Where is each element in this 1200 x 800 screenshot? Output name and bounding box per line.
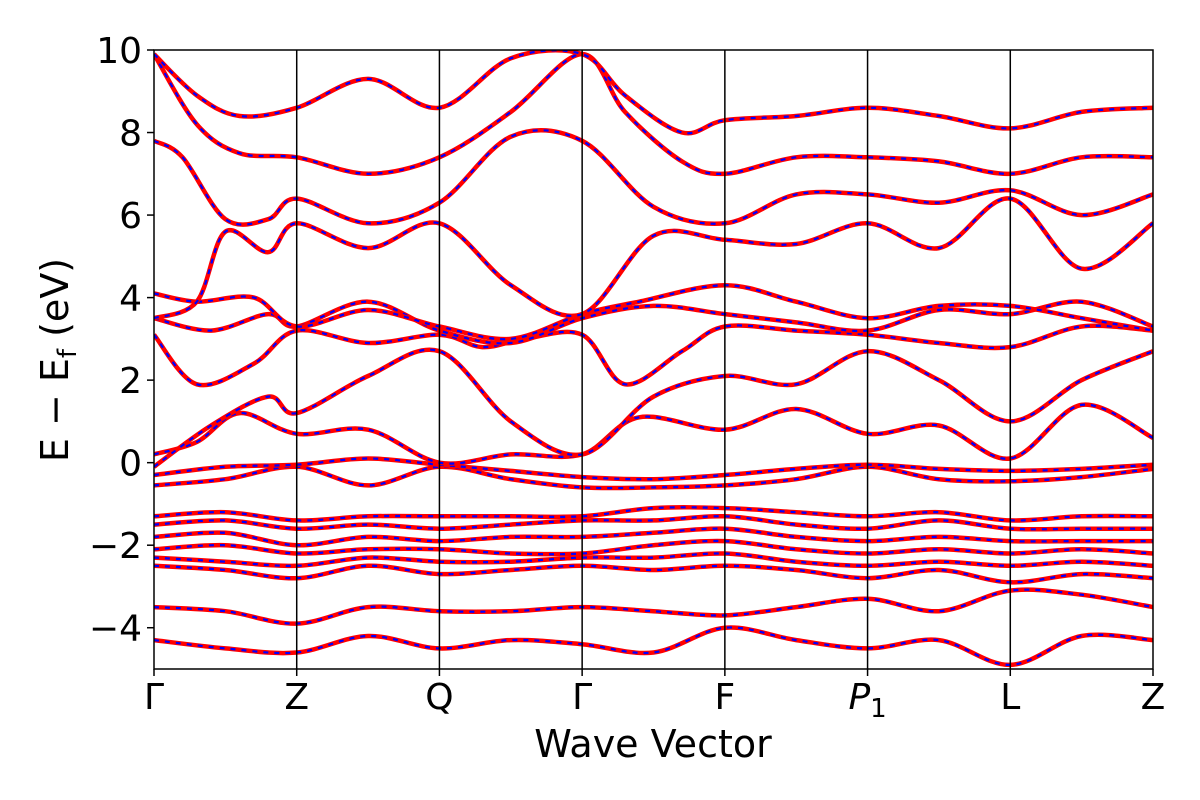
x-tick-label-1: Γ (144, 677, 164, 718)
y-axis: −4 −2 0 2 4 6 8 10 (89, 31, 154, 650)
x-tick-label-6-sub: 1 (870, 694, 887, 724)
kpoint-lines (295, 50, 1012, 669)
x-tick-label-3-main: Q (425, 677, 453, 718)
x-tick-label-2: Z (284, 677, 309, 718)
x-tick-label-7-main: L (1000, 677, 1020, 718)
y-axis-title-unit: (eV) (33, 258, 77, 349)
x-tick-label-5: F (714, 677, 735, 718)
band-9-comparison-line (154, 129, 1153, 226)
x-tick-label-4: Γ (572, 677, 592, 718)
band-12-comparison-line (154, 506, 1153, 522)
band-18-comparison-line (154, 588, 1153, 625)
x-tick-label-1-main: Γ (144, 677, 164, 718)
band-16-comparison-line (154, 552, 1153, 567)
y-tick-label-2: −2 (89, 526, 142, 567)
band-15-comparison-line (154, 539, 1153, 556)
band-19-comparison-line (154, 626, 1153, 667)
y-tick-label-6: 6 (119, 196, 142, 237)
x-tick-label-6-main: P (848, 677, 870, 718)
x-tick-label-5-main: F (714, 677, 735, 718)
x-tick-label-2-main: Z (284, 677, 309, 718)
y-tick-label-7: 8 (119, 114, 142, 155)
bands-layer (154, 50, 1153, 668)
x-tick-label-8-main: Z (1141, 677, 1166, 718)
band-10-comparison-line (154, 52, 1153, 175)
band-2-comparison-line (154, 457, 1153, 481)
y-tick-label-3: 0 (119, 444, 142, 485)
band-14-comparison-line (154, 527, 1153, 547)
x-tick-label-3: Q (425, 677, 453, 718)
x-axis: Γ Z Q Γ F P1 L Z (144, 669, 1165, 724)
y-tick-label-1: −4 (89, 609, 142, 650)
x-tick-label-7: L (1000, 677, 1020, 718)
x-tick-label-4-main: Γ (572, 677, 592, 718)
y-tick-label-4: 2 (119, 361, 142, 402)
plot-frame (153, 49, 1154, 670)
x-axis-title: Wave Vector (534, 722, 772, 766)
x-tick-label-8: Z (1141, 677, 1166, 718)
y-axis-title-main: E − E (33, 358, 77, 462)
y-axis-title-sub: f (53, 348, 83, 358)
y-tick-label-8: 10 (96, 31, 142, 72)
band-7-reference-line (154, 282, 1153, 342)
band-1-comparison-line (154, 465, 1153, 490)
band-8-reference-line (154, 196, 1153, 321)
band-17-comparison-line (154, 564, 1153, 584)
band-4-reference-line (154, 347, 1153, 469)
y-axis-title: E − Ef (eV) (33, 258, 83, 462)
x-tick-label-6: P1 (848, 677, 886, 724)
y-tick-label-5: 4 (119, 279, 142, 320)
band-13-comparison-line (154, 515, 1153, 531)
band-5-comparison-line (154, 324, 1153, 387)
